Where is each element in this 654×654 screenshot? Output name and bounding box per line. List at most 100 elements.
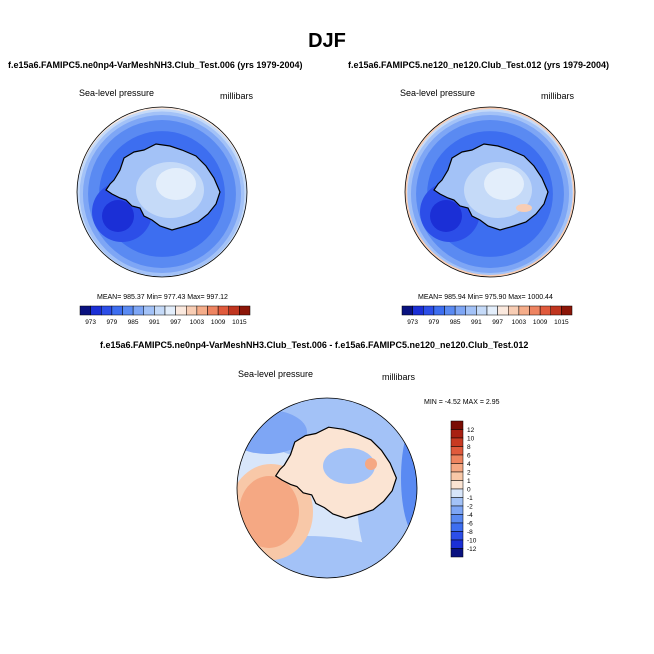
panel1-variable: Sea-level pressure bbox=[79, 88, 155, 98]
antarctica-coastline bbox=[433, 143, 549, 231]
colorbar-box bbox=[239, 305, 251, 316]
colorbar-box bbox=[518, 305, 530, 316]
colorbar-box bbox=[497, 305, 509, 316]
colorbar-box bbox=[561, 305, 573, 316]
colorbar-tick-label: 1009 bbox=[533, 319, 548, 326]
colorbar-box bbox=[465, 305, 477, 316]
page-title: DJF bbox=[308, 30, 346, 52]
colorbar-box bbox=[423, 305, 435, 316]
colorbar-panel-2: 973 979 985 991 997 1003 1009 1015 bbox=[401, 305, 573, 326]
colorbar-box bbox=[450, 480, 464, 490]
colorbar-box bbox=[450, 454, 464, 464]
colorbar-tick-label: 0 bbox=[467, 486, 471, 493]
colorbar-tick-label: -12 bbox=[467, 546, 477, 553]
colorbar-box bbox=[450, 488, 464, 498]
low-pressure-core bbox=[430, 200, 462, 232]
map-panel-2 bbox=[404, 106, 576, 278]
map-fill bbox=[237, 398, 417, 578]
colorbar-box bbox=[450, 548, 464, 558]
panel2-stats: MEAN= 985.94 Min= 975.90 Max= 1000.44 bbox=[418, 294, 553, 301]
positive-core bbox=[239, 476, 299, 548]
colorbar-box bbox=[550, 305, 562, 316]
panel2-units: millibars bbox=[541, 91, 575, 101]
colorbar-box bbox=[90, 305, 102, 316]
colorbar-tick-label: 1015 bbox=[554, 319, 569, 326]
colorbar-tick-label: 985 bbox=[450, 319, 461, 326]
colorbar-box bbox=[450, 539, 464, 549]
colorbar-box bbox=[450, 522, 464, 532]
colorbar-tick-label: 10 bbox=[467, 435, 475, 442]
colorbar-box bbox=[143, 305, 155, 316]
colorbar-box bbox=[450, 514, 464, 524]
panel1-units: millibars bbox=[220, 91, 254, 101]
colorbar-tick-label: 1009 bbox=[211, 319, 226, 326]
colorbar-box bbox=[122, 305, 134, 316]
colorbar-box bbox=[450, 497, 464, 507]
colorbar-box bbox=[539, 305, 551, 316]
negative-core-east bbox=[401, 418, 417, 538]
panel3-stats: MIN = -4.52 MAX = 2.95 bbox=[424, 399, 500, 406]
colorbar-box bbox=[207, 305, 219, 316]
colorbar-tick-label: 979 bbox=[106, 319, 117, 326]
panel3-variable: Sea-level pressure bbox=[238, 369, 314, 379]
map-border bbox=[236, 397, 418, 579]
colorbar-box bbox=[217, 305, 229, 316]
colorbar-box bbox=[529, 305, 541, 316]
colorbar-tick-label: -1 bbox=[467, 495, 473, 502]
colorbar-tick-label: 973 bbox=[85, 319, 96, 326]
map-panel-1 bbox=[76, 106, 248, 278]
colorbar-box bbox=[450, 420, 464, 430]
interior-positive bbox=[365, 458, 377, 470]
colorbar-tick-label: 991 bbox=[149, 319, 160, 326]
colorbar-tick-label: 1003 bbox=[512, 319, 527, 326]
colorbar-tick-label: 1 bbox=[467, 478, 471, 485]
colorbar-tick-label: -2 bbox=[467, 503, 473, 510]
colorbar-box bbox=[196, 305, 208, 316]
plateau-field bbox=[156, 168, 196, 200]
colorbar-box bbox=[450, 446, 464, 456]
map-border bbox=[404, 106, 576, 278]
panel1-case-title: f.e15a6.FAMIPC5.ne0np4-VarMeshNH3.Club_T… bbox=[8, 60, 303, 70]
map-fill bbox=[77, 107, 247, 277]
negative-band-south bbox=[237, 536, 397, 578]
colorbar-box bbox=[508, 305, 520, 316]
colorbar-tick-label: -10 bbox=[467, 537, 477, 544]
colorbar-tick-label: 979 bbox=[428, 319, 439, 326]
colorbar-box bbox=[164, 305, 176, 316]
colorbar-box bbox=[101, 305, 113, 316]
colorbar-box bbox=[433, 305, 445, 316]
colorbar-tick-label: -6 bbox=[467, 520, 473, 527]
colorbar-box bbox=[412, 305, 424, 316]
colorbar-box bbox=[450, 471, 464, 481]
colorbar-tick-label: 997 bbox=[492, 319, 503, 326]
colorbar-box bbox=[79, 305, 91, 316]
colorbar-tick-label: 6 bbox=[467, 452, 471, 459]
colorbar-box bbox=[476, 305, 488, 316]
colorbar-box bbox=[486, 305, 498, 316]
colorbar-tick-label: 1003 bbox=[190, 319, 205, 326]
map-border bbox=[76, 106, 248, 278]
colorbar-panel-1: 973 979 985 991 997 1003 1009 1015 bbox=[79, 305, 251, 326]
colorbar-tick-label: 991 bbox=[471, 319, 482, 326]
colorbar-tick-label: 12 bbox=[467, 427, 475, 434]
colorbar-box bbox=[450, 531, 464, 541]
colorbar-tick-label: 8 bbox=[467, 444, 471, 451]
colorbar-tick-label: 973 bbox=[407, 319, 418, 326]
plateau-field bbox=[484, 168, 524, 200]
panel2-variable: Sea-level pressure bbox=[400, 88, 476, 98]
panel3-case-title: f.e15a6.FAMIPC5.ne0np4-VarMeshNH3.Club_T… bbox=[100, 340, 529, 350]
colorbar-box bbox=[154, 305, 166, 316]
colorbar-box bbox=[111, 305, 123, 316]
panel2-case-title: f.e15a6.FAMIPC5.ne120_ne120.Club_Test.01… bbox=[348, 60, 609, 70]
colorbar-tick-label: -8 bbox=[467, 529, 473, 536]
colorbar-box bbox=[444, 305, 456, 316]
antarctica-coastline bbox=[105, 143, 221, 231]
colorbar-box bbox=[450, 463, 464, 473]
colorbar-box bbox=[132, 305, 144, 316]
colorbar-box bbox=[228, 305, 240, 316]
colorbar-tick-label: 2 bbox=[467, 469, 471, 476]
colorbar-tick-label: 997 bbox=[170, 319, 181, 326]
colorbar-tick-label: 1015 bbox=[232, 319, 247, 326]
